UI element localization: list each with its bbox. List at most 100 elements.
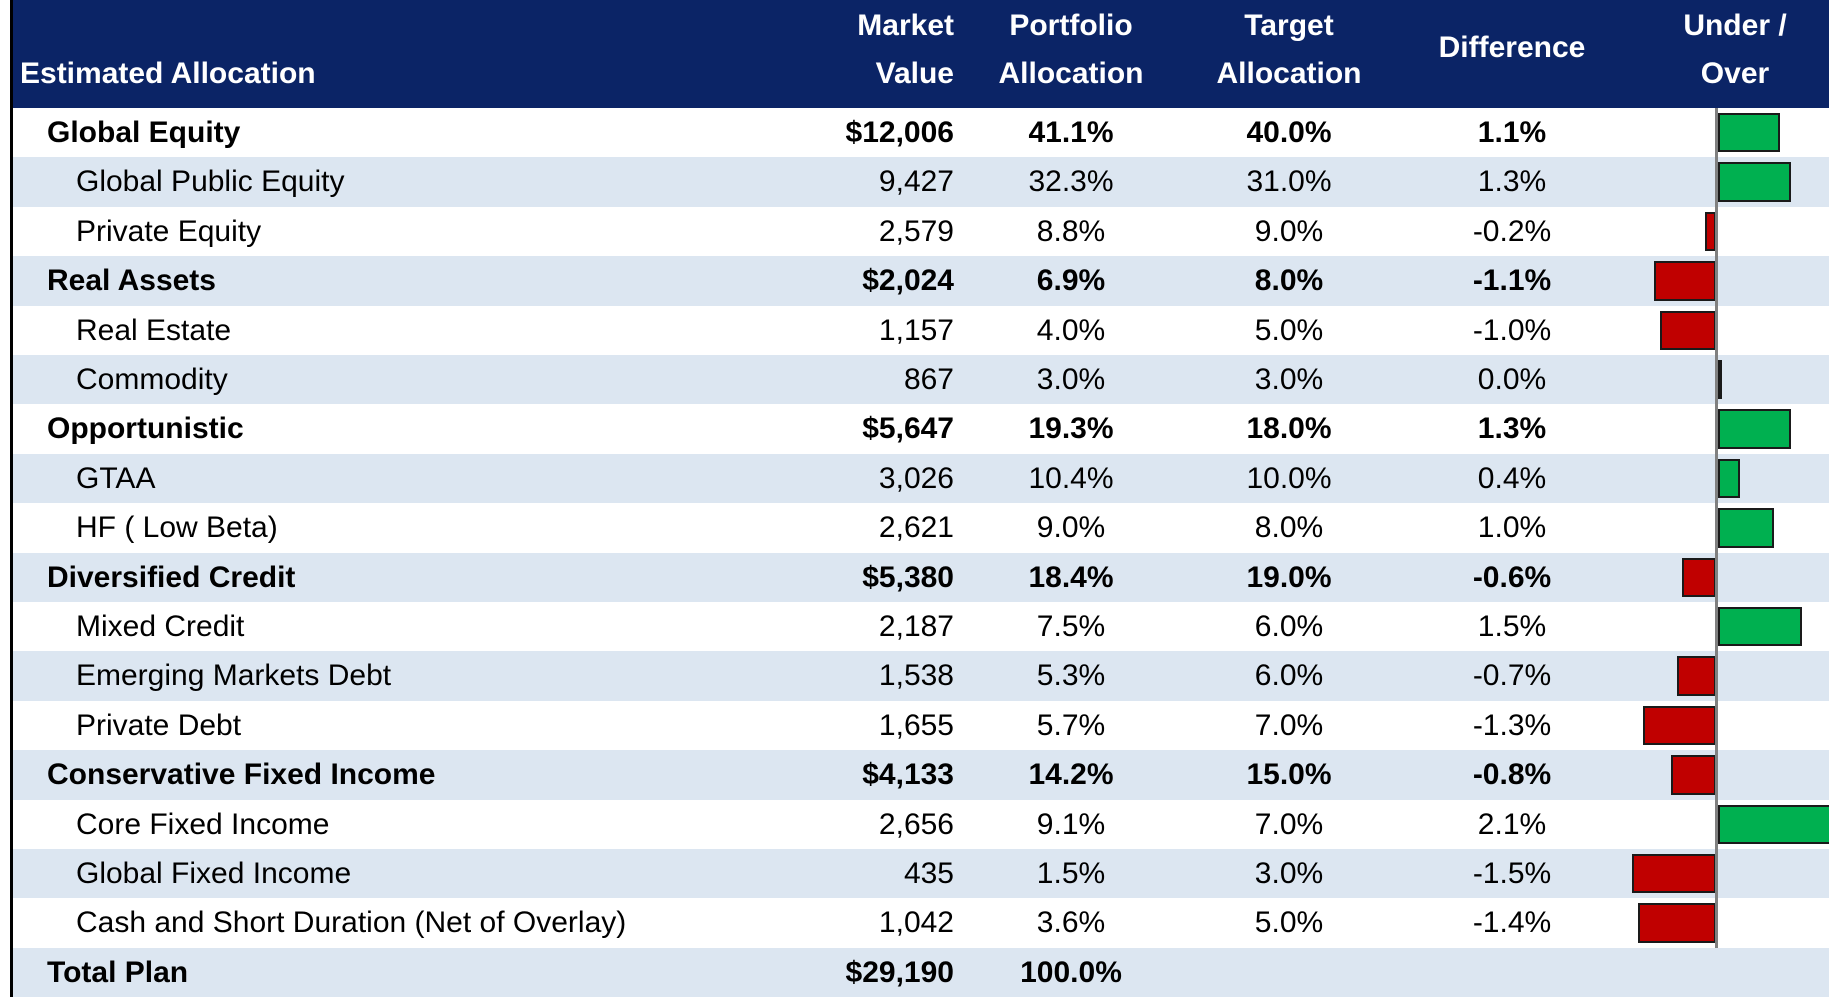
difference-bar bbox=[1643, 705, 1716, 746]
row-label: Commodity bbox=[76, 363, 228, 396]
portfolio-allocation: 100.0% bbox=[1020, 955, 1122, 989]
market-value: 1,157 bbox=[878, 313, 954, 347]
target-allocation: 8.0% bbox=[1254, 511, 1324, 545]
difference: -0.7% bbox=[1472, 659, 1552, 693]
target-allocation: 3.0% bbox=[1254, 857, 1324, 890]
target-allocation: 3.0% bbox=[1254, 363, 1324, 396]
header-text: Difference bbox=[1438, 31, 1586, 64]
target-allocation: 18.0% bbox=[1246, 412, 1332, 446]
difference: -1.0% bbox=[1472, 313, 1552, 347]
difference: 2.1% bbox=[1477, 807, 1547, 841]
header-text: Market bbox=[857, 9, 954, 42]
row-band bbox=[12, 157, 1829, 207]
row-band bbox=[12, 355, 1829, 405]
difference-bar bbox=[1676, 656, 1716, 696]
target-allocation: 5.0% bbox=[1254, 313, 1324, 347]
row-label: Private Equity bbox=[76, 214, 262, 248]
portfolio-allocation: 18.4% bbox=[1028, 560, 1114, 594]
difference: 0.4% bbox=[1477, 461, 1547, 495]
left-border bbox=[10, 0, 13, 997]
row-band bbox=[12, 947, 1829, 997]
difference-bar bbox=[1660, 310, 1716, 350]
target-allocation: 7.0% bbox=[1254, 807, 1324, 841]
header-text: Allocation bbox=[998, 57, 1144, 90]
difference-bar bbox=[1682, 557, 1716, 597]
difference-bar bbox=[1718, 804, 1829, 844]
market-value: 2,187 bbox=[878, 610, 954, 643]
row-band bbox=[12, 453, 1829, 504]
market-value: 1,655 bbox=[878, 708, 954, 742]
header-band bbox=[12, 0, 1829, 108]
row-label: GTAA bbox=[76, 461, 156, 495]
market-value: 1,538 bbox=[878, 659, 954, 693]
row-band bbox=[12, 256, 1829, 306]
difference-bar bbox=[1654, 261, 1716, 301]
row-label: Global Equity bbox=[47, 116, 241, 149]
difference: 1.3% bbox=[1477, 412, 1547, 446]
market-value: $5,380 bbox=[862, 560, 954, 594]
difference-bar bbox=[1718, 607, 1802, 647]
difference: 1.1% bbox=[1477, 116, 1547, 149]
portfolio-allocation: 5.3% bbox=[1036, 659, 1106, 693]
portfolio-allocation: 14.2% bbox=[1028, 758, 1114, 792]
row-label: HF ( Low Beta) bbox=[76, 511, 278, 545]
target-allocation: 8.0% bbox=[1254, 264, 1324, 298]
market-value: $29,190 bbox=[845, 955, 954, 989]
market-value: 1,042 bbox=[878, 906, 954, 940]
target-allocation: 6.0% bbox=[1254, 610, 1324, 643]
row-label: Global Fixed Income bbox=[76, 857, 352, 890]
portfolio-allocation: 8.8% bbox=[1036, 214, 1106, 248]
target-allocation: 5.0% bbox=[1254, 906, 1324, 940]
market-value: $4,133 bbox=[862, 758, 954, 792]
market-value: 2,579 bbox=[878, 214, 954, 248]
difference: 1.5% bbox=[1477, 610, 1547, 643]
portfolio-allocation: 5.7% bbox=[1036, 708, 1106, 742]
difference-bar bbox=[1704, 211, 1716, 252]
difference-bar bbox=[1718, 360, 1722, 400]
market-value: 2,656 bbox=[878, 807, 954, 841]
difference: -1.3% bbox=[1472, 708, 1552, 742]
header-text: Under / bbox=[1683, 9, 1787, 42]
portfolio-allocation: 7.5% bbox=[1036, 610, 1106, 643]
row-label: Mixed Credit bbox=[76, 610, 245, 643]
header-text: Portfolio bbox=[1009, 9, 1133, 42]
portfolio-allocation: 6.9% bbox=[1036, 264, 1106, 298]
row-label: Total Plan bbox=[47, 955, 189, 989]
row-label: Core Fixed Income bbox=[76, 807, 330, 841]
difference-bar bbox=[1718, 162, 1791, 202]
market-value: $2,024 bbox=[862, 264, 954, 298]
header-text: Target bbox=[1244, 9, 1334, 42]
difference: -1.1% bbox=[1472, 264, 1552, 298]
difference: -1.4% bbox=[1472, 906, 1552, 940]
market-value: $12,006 bbox=[845, 116, 954, 149]
target-allocation: 31.0% bbox=[1246, 165, 1332, 199]
header-text: Over bbox=[1700, 57, 1770, 90]
target-allocation: 7.0% bbox=[1254, 708, 1324, 742]
difference-bar bbox=[1718, 458, 1741, 499]
market-value: $5,647 bbox=[862, 412, 954, 446]
target-allocation: 9.0% bbox=[1254, 214, 1324, 248]
market-value: 2,621 bbox=[878, 511, 954, 545]
difference-bar bbox=[1718, 409, 1791, 449]
difference-bar bbox=[1637, 903, 1716, 943]
difference: -0.6% bbox=[1472, 560, 1552, 594]
market-value: 9,427 bbox=[878, 165, 954, 199]
header-text: Estimated Allocation bbox=[20, 57, 316, 90]
row-label: Cash and Short Duration (Net of Overlay) bbox=[76, 906, 627, 940]
row-label: Global Public Equity bbox=[76, 165, 345, 199]
target-allocation: 6.0% bbox=[1254, 659, 1324, 693]
difference-bar bbox=[1718, 508, 1774, 548]
difference: -0.2% bbox=[1472, 214, 1552, 248]
difference: -0.8% bbox=[1472, 758, 1552, 792]
row-band bbox=[12, 552, 1829, 602]
portfolio-allocation: 10.4% bbox=[1028, 461, 1114, 495]
portfolio-allocation: 41.1% bbox=[1028, 116, 1114, 149]
row-label: Conservative Fixed Income bbox=[47, 758, 436, 792]
difference-bar bbox=[1671, 755, 1716, 795]
portfolio-allocation: 4.0% bbox=[1036, 313, 1106, 347]
portfolio-allocation: 1.5% bbox=[1036, 857, 1106, 890]
portfolio-allocation: 3.6% bbox=[1036, 906, 1106, 940]
target-allocation: 40.0% bbox=[1246, 116, 1332, 149]
row-band bbox=[12, 651, 1829, 701]
